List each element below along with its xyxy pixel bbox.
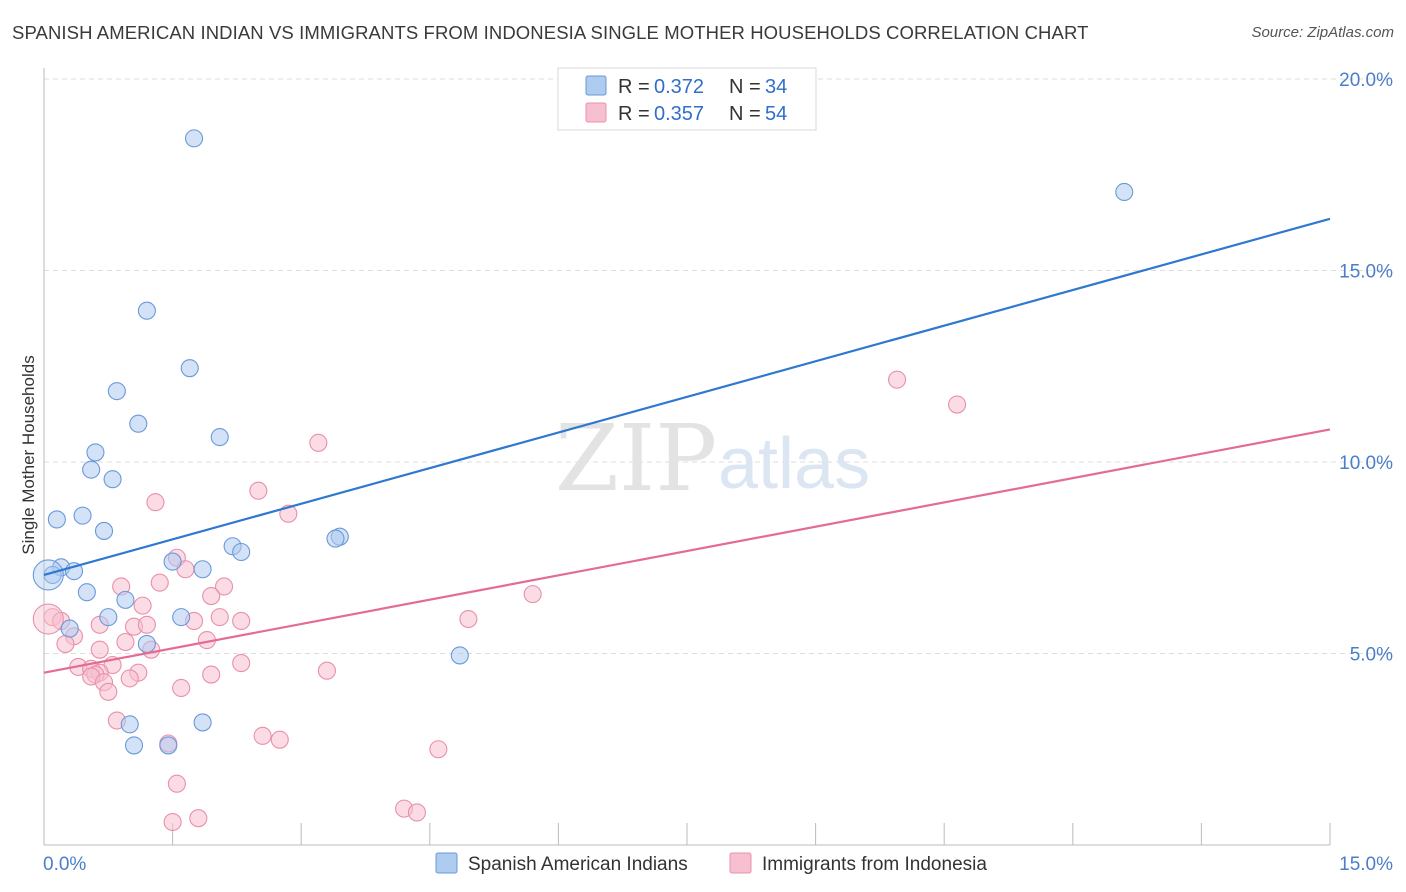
bottom-legend-swatch-pink xyxy=(729,852,752,874)
y-axis-title: Single Mother Households xyxy=(19,355,38,554)
point-spanish-american-indians xyxy=(77,583,96,602)
point-spanish-american-indians xyxy=(172,608,191,627)
legend-r-value-pink: 0.357 xyxy=(654,103,704,125)
point-spanish-american-indians xyxy=(86,443,105,462)
point-spanish-american-indians xyxy=(326,529,345,548)
legend-r-label-blue: R = xyxy=(618,76,650,98)
legend-top: R = 0.372 N = 34 R = 0.357 N = 54 xyxy=(557,67,817,131)
point-immigrants-indonesia xyxy=(232,654,251,673)
point-spanish-american-indians xyxy=(159,736,178,755)
point-immigrants-indonesia xyxy=(407,803,426,822)
point-spanish-american-indians xyxy=(120,715,139,734)
point-spanish-american-indians xyxy=(129,414,148,433)
trend-line-spanish-american-indians xyxy=(43,217,1331,577)
point-immigrants-indonesia xyxy=(210,608,229,627)
bottom-legend-label-pink: Immigrants from Indonesia xyxy=(762,854,987,875)
watermark-zip: ZIP xyxy=(555,405,717,512)
point-spanish-american-indians xyxy=(116,590,135,609)
point-immigrants-indonesia xyxy=(116,632,135,652)
legend-n-label-blue: N = xyxy=(729,76,761,98)
point-spanish-american-indians xyxy=(210,428,229,447)
point-immigrants-indonesia xyxy=(887,370,907,389)
legend-n-value-pink: 54 xyxy=(765,103,787,125)
point-immigrants-indonesia xyxy=(90,640,109,659)
point-immigrants-indonesia xyxy=(249,481,268,500)
legend-swatch-pink xyxy=(585,102,607,123)
point-immigrants-indonesia xyxy=(167,774,186,793)
point-immigrants-indonesia xyxy=(523,585,542,604)
point-immigrants-indonesia xyxy=(146,493,165,512)
point-immigrants-indonesia xyxy=(32,603,64,635)
grid-lines xyxy=(44,78,1392,654)
point-spanish-american-indians xyxy=(107,382,126,401)
point-spanish-american-indians xyxy=(1115,182,1134,202)
watermark: ZIP atlas xyxy=(555,405,870,512)
point-immigrants-indonesia xyxy=(202,665,221,684)
axes xyxy=(43,68,1331,846)
series-spanish-american-indians-points xyxy=(32,129,1134,755)
y-tick-label: 10.0% xyxy=(1339,453,1393,474)
point-spanish-american-indians xyxy=(60,619,79,638)
point-spanish-american-indians xyxy=(99,608,118,627)
point-spanish-american-indians xyxy=(73,506,92,525)
point-spanish-american-indians xyxy=(193,713,212,732)
point-spanish-american-indians xyxy=(103,470,122,489)
y-tick-label: 15.0% xyxy=(1339,262,1393,283)
point-immigrants-indonesia xyxy=(317,661,336,680)
bottom-legend-swatch-blue xyxy=(435,852,458,874)
point-immigrants-indonesia xyxy=(99,682,118,701)
point-immigrants-indonesia xyxy=(137,615,156,634)
legend-r-label-pink: R = xyxy=(618,103,650,125)
trend-lines xyxy=(43,217,1331,674)
point-spanish-american-indians xyxy=(450,646,469,665)
legend-r-value-blue: 0.372 xyxy=(654,76,704,98)
series-immigrants-indonesia-points xyxy=(32,370,967,832)
point-immigrants-indonesia xyxy=(172,678,191,698)
point-immigrants-indonesia xyxy=(429,740,448,759)
point-spanish-american-indians xyxy=(47,510,66,529)
point-spanish-american-indians xyxy=(163,552,182,571)
y-tick-label: 20.0% xyxy=(1339,70,1393,91)
point-spanish-american-indians xyxy=(232,542,251,562)
x-tick-label: 15.0% xyxy=(1339,854,1393,875)
point-spanish-american-indians xyxy=(184,129,204,148)
trend-line-immigrants-indonesia xyxy=(43,428,1331,674)
point-spanish-american-indians xyxy=(137,301,156,320)
source-credit: Source: ZipAtlas.com xyxy=(1251,24,1394,41)
point-immigrants-indonesia xyxy=(202,586,221,606)
bottom-legend-label-blue: Spanish American Indians xyxy=(468,854,688,875)
y-tick-label: 5.0% xyxy=(1350,645,1393,666)
point-spanish-american-indians xyxy=(32,559,64,591)
point-immigrants-indonesia xyxy=(232,611,251,630)
point-immigrants-indonesia xyxy=(253,726,272,745)
chart-title: SPANISH AMERICAN INDIAN VS IMMIGRANTS FR… xyxy=(12,22,1089,43)
point-immigrants-indonesia xyxy=(459,609,478,629)
point-spanish-american-indians xyxy=(180,359,199,378)
legend-swatch-blue xyxy=(585,75,607,96)
point-immigrants-indonesia xyxy=(163,812,182,832)
point-immigrants-indonesia xyxy=(189,809,208,828)
point-immigrants-indonesia xyxy=(214,577,234,596)
point-immigrants-indonesia xyxy=(150,573,169,592)
point-spanish-american-indians xyxy=(82,460,101,479)
point-immigrants-indonesia xyxy=(120,669,139,688)
x-tick-label: 0.0% xyxy=(43,854,86,875)
point-immigrants-indonesia xyxy=(270,730,289,749)
tick-labels: 5.0% 10.0% 15.0% 20.0% 0.0% 15.0% xyxy=(43,70,1393,875)
point-spanish-american-indians xyxy=(137,634,156,653)
point-immigrants-indonesia xyxy=(948,395,967,414)
point-spanish-american-indians xyxy=(94,521,114,540)
point-spanish-american-indians xyxy=(193,560,212,579)
legend-bottom: Spanish American Indians Immigrants from… xyxy=(435,852,987,875)
point-immigrants-indonesia xyxy=(133,596,152,615)
point-immigrants-indonesia xyxy=(309,433,328,452)
legend-n-label-pink: N = xyxy=(729,103,761,125)
point-immigrants-indonesia xyxy=(56,634,75,653)
watermark-atlas: atlas xyxy=(718,424,870,504)
point-spanish-american-indians xyxy=(124,736,144,755)
legend-n-value-blue: 34 xyxy=(765,76,787,98)
